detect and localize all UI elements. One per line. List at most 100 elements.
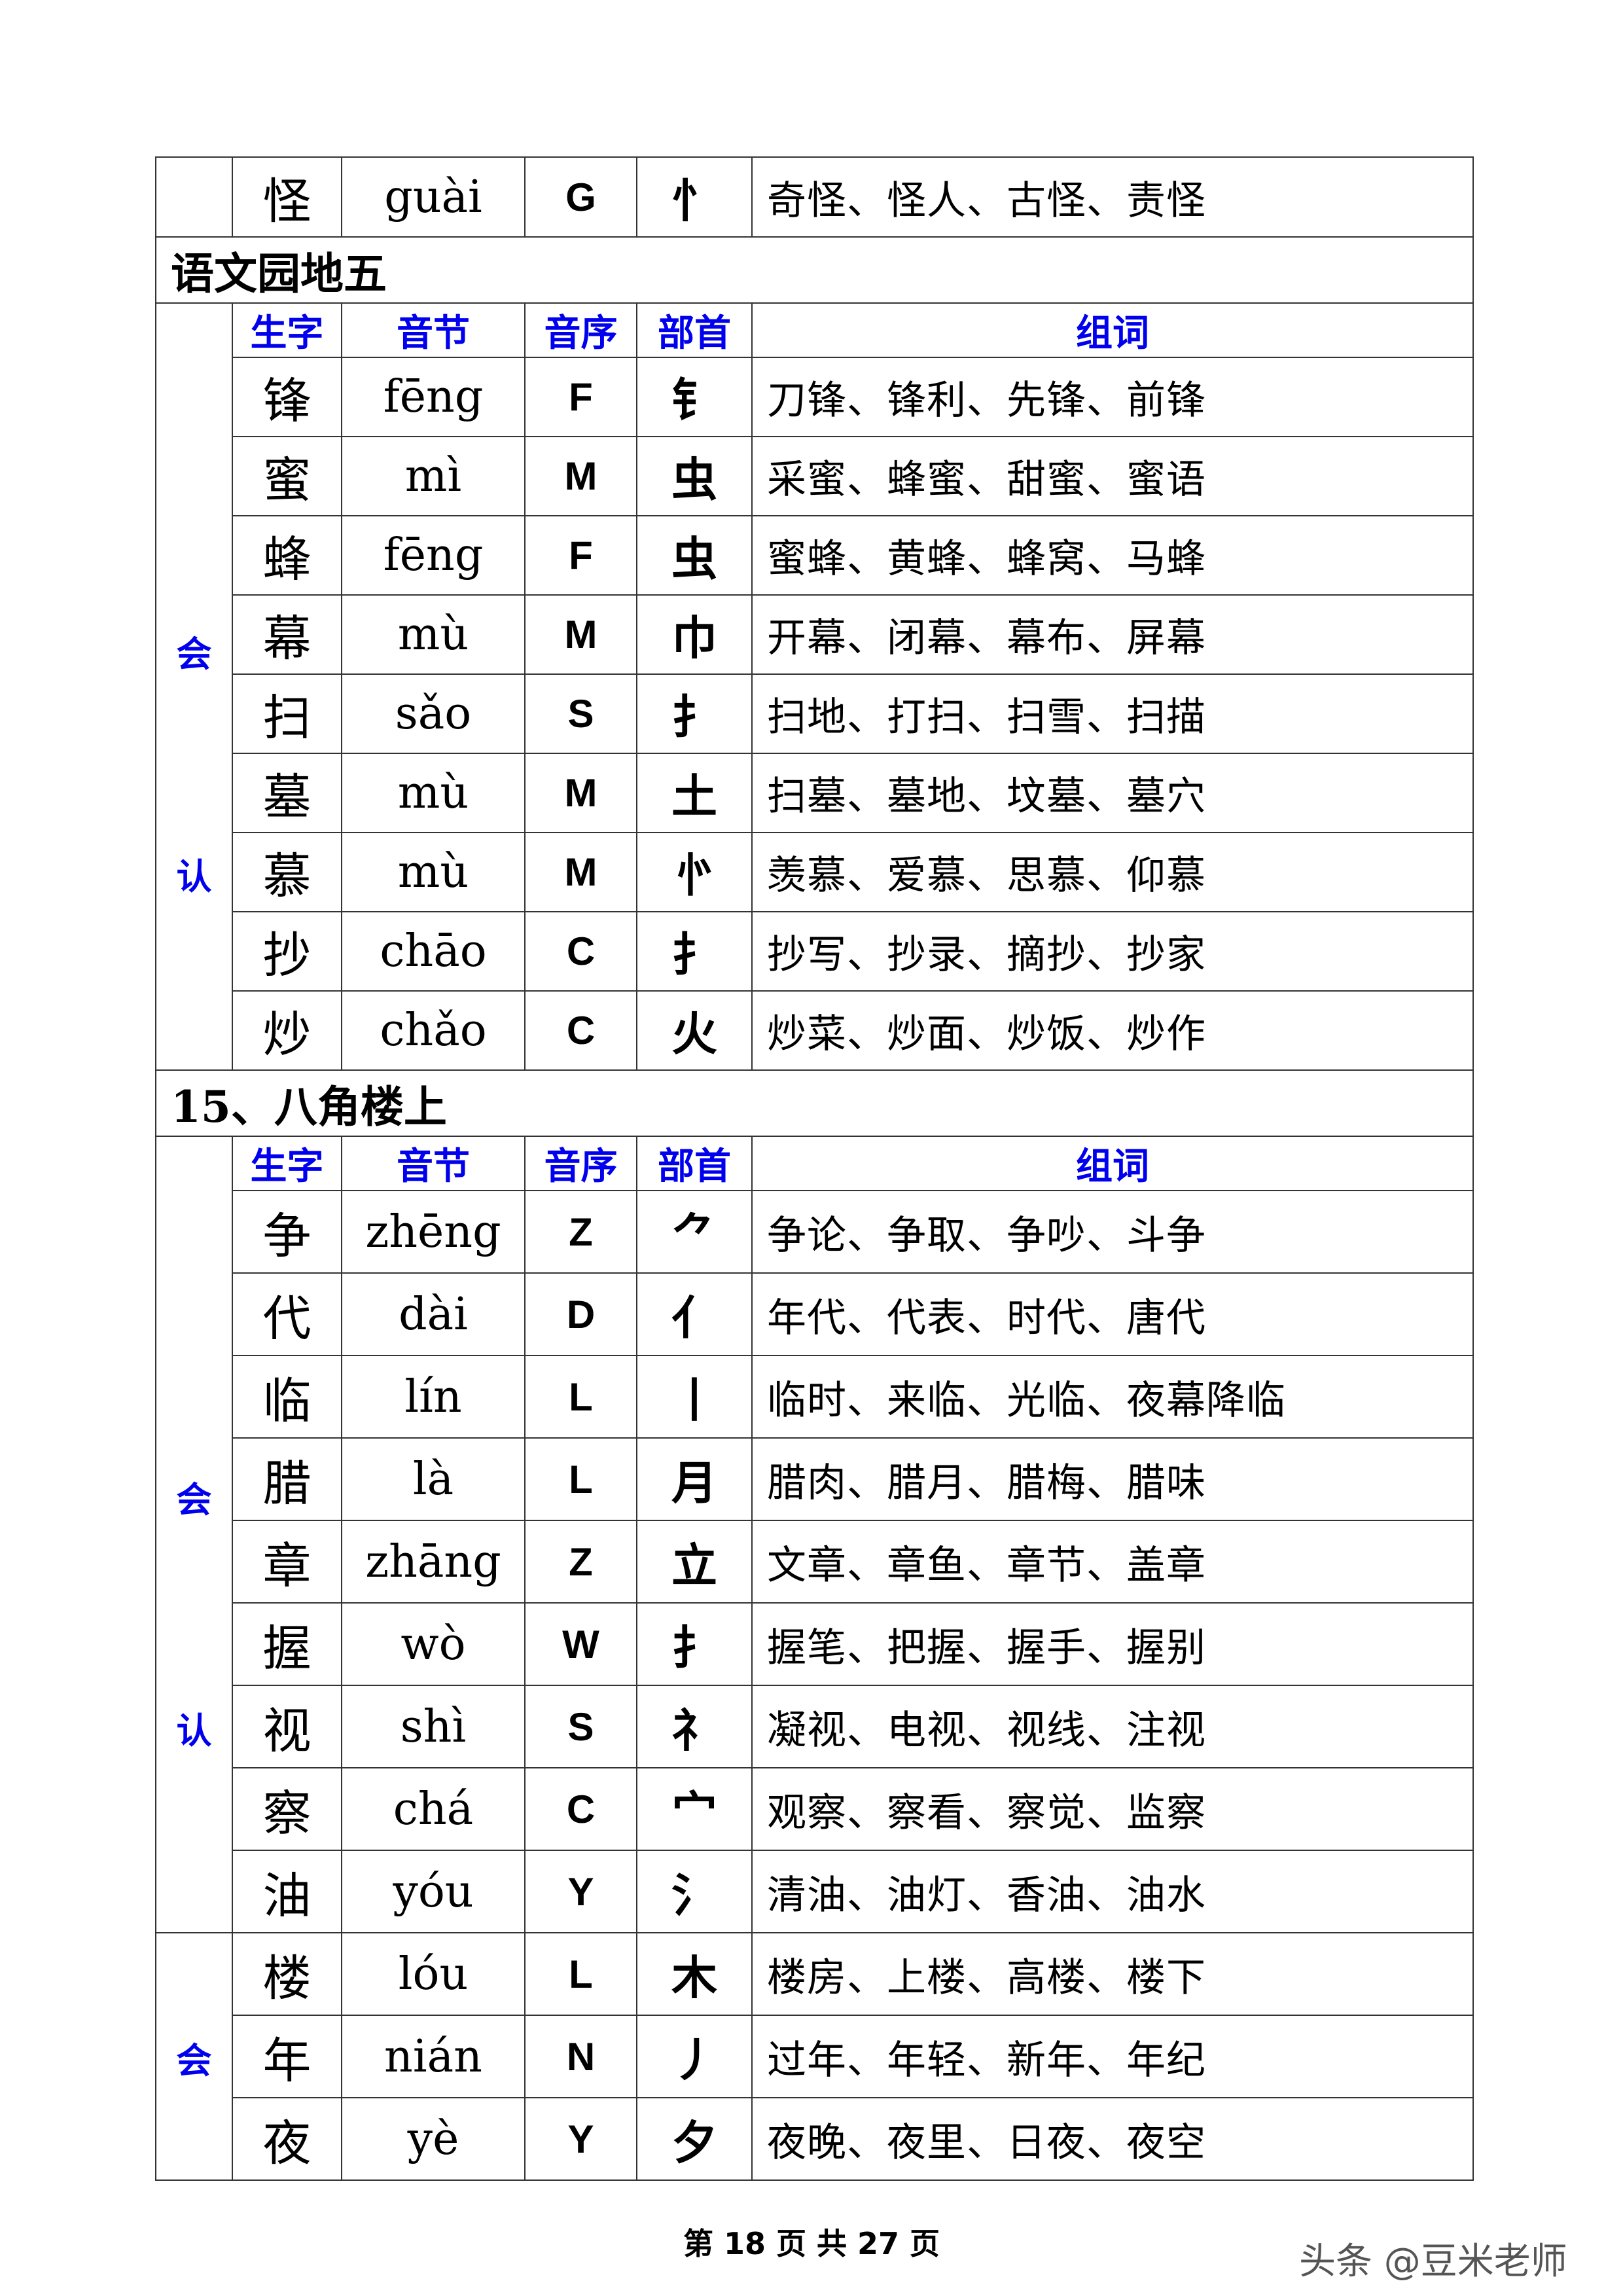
- table-row: 墓 mù M 土扫墓、墓地、坟墓、墓穴: [156, 753, 1474, 833]
- words-cell: 文章、章鱼、章节、盖章: [751, 1520, 1474, 1604]
- pinyin-cell: dài: [341, 1272, 526, 1356]
- header-row: 会认生字 音节 音序 部首 组词: [155, 1136, 1474, 1933]
- header-words: 组词: [751, 302, 1474, 358]
- table-row: 争 zhēng Z ⺈争论、争取、争吵、斗争: [156, 1190, 1474, 1274]
- char-cell: 墓: [232, 753, 342, 833]
- table-row: 蜜 mì M 虫采蜜、蜂蜜、甜蜜、蜜语: [156, 436, 1474, 516]
- words-cell: 清油、油灯、香油、油水: [751, 1850, 1474, 1933]
- pinyin-cell: lín: [341, 1355, 526, 1439]
- char-cell: 夜: [232, 2097, 342, 2181]
- words-cell: 抄写、抄录、摘抄、抄家: [751, 911, 1474, 992]
- radical-cell: 虫: [636, 515, 753, 596]
- table-row: 幕 mù M 巾开幕、闭幕、幕布、屏幕: [156, 594, 1474, 675]
- char-cell: 腊: [232, 1437, 342, 1521]
- header-order: 音序: [524, 1136, 637, 1191]
- table-row: 怪 guài G 忄 奇怪、怪人、古怪、责怪: [155, 156, 1474, 238]
- table-row: 腊 là L 月腊肉、腊月、腊梅、腊味: [156, 1437, 1474, 1521]
- char-cell: 幕: [232, 594, 342, 675]
- radical-cell: 扌: [636, 673, 753, 754]
- words-cell: 刀锋、锋利、先锋、前锋: [751, 357, 1474, 437]
- label-cell: [155, 156, 233, 238]
- char-cell: 代: [232, 1272, 342, 1356]
- radical-cell: 丨: [636, 1355, 753, 1439]
- char-cell: 视: [232, 1685, 342, 1768]
- words-cell: 奇怪、怪人、古怪、责怪: [751, 156, 1474, 238]
- char-cell: 锋: [232, 357, 342, 437]
- section-row: 15、八角楼上: [155, 1069, 1474, 1137]
- char-cell: 争: [232, 1190, 342, 1274]
- words-cell: 采蜜、蜂蜜、甜蜜、蜜语: [751, 436, 1474, 516]
- char-cell: 扫: [232, 673, 342, 754]
- radical-cell: 夕: [636, 2097, 753, 2181]
- char-cell: 蜜: [232, 436, 342, 516]
- section-title: 语文园地五: [155, 236, 1474, 304]
- order-cell: Z: [524, 1190, 637, 1274]
- order-cell: F: [524, 357, 637, 437]
- page-number: 第 18 页 共 27 页: [683, 2226, 940, 2261]
- pinyin-cell: chǎo: [341, 990, 526, 1071]
- order-cell: M: [524, 753, 637, 833]
- radical-cell: ⺈: [636, 1190, 753, 1274]
- watermark: 头条 @豆米老师: [1299, 2240, 1567, 2283]
- words-cell: 羡慕、爱慕、思慕、仰慕: [751, 832, 1474, 912]
- header-pinyin: 音节: [341, 1136, 526, 1191]
- level-label-cell: 会认: [155, 302, 233, 1071]
- pinyin-cell: guài: [341, 156, 526, 238]
- table-row: 慕 mù M 㣺羡慕、爱慕、思慕、仰慕: [156, 832, 1474, 912]
- words-cell: 争论、争取、争吵、斗争: [751, 1190, 1474, 1274]
- header-radical: 部首: [636, 1136, 753, 1191]
- pinyin-cell: zhēng: [341, 1190, 526, 1274]
- order-cell: M: [524, 594, 637, 675]
- pinyin-cell: mì: [341, 436, 526, 516]
- pinyin-cell: yóu: [341, 1850, 526, 1933]
- radical-cell: 忄: [636, 156, 753, 238]
- radical-cell: 虫: [636, 436, 753, 516]
- pinyin-cell: fēng: [341, 357, 526, 437]
- table-row: 察 chá C 宀观察、察看、察觉、监察: [156, 1767, 1474, 1851]
- order-cell: Y: [524, 1850, 637, 1933]
- order-cell: F: [524, 515, 637, 596]
- words-cell: 观察、察看、察觉、监察: [751, 1767, 1474, 1851]
- words-cell: 腊肉、腊月、腊梅、腊味: [751, 1437, 1474, 1521]
- char-cell: 年: [232, 2015, 342, 2098]
- table-row: 握 wò W 扌握笔、把握、握手、握别: [156, 1602, 1474, 1686]
- pinyin-cell: sǎo: [341, 673, 526, 754]
- char-cell: 临: [232, 1355, 342, 1439]
- radical-cell: 丿: [636, 2015, 753, 2098]
- char-cell: 章: [232, 1520, 342, 1604]
- words-cell: 扫墓、墓地、坟墓、墓穴: [751, 753, 1474, 833]
- pinyin-cell: lóu: [341, 1932, 526, 2016]
- order-cell: L: [524, 1932, 637, 2016]
- order-cell: C: [524, 911, 637, 992]
- order-cell: N: [524, 2015, 637, 2098]
- header-radical: 部首: [636, 302, 753, 358]
- char-cell: 炒: [232, 990, 342, 1071]
- table-row: 临 lín L 丨临时、来临、光临、夜幕降临: [156, 1355, 1474, 1439]
- radical-cell: 月: [636, 1437, 753, 1521]
- order-cell: L: [524, 1437, 637, 1521]
- pinyin-cell: là: [341, 1437, 526, 1521]
- radical-cell: 土: [636, 753, 753, 833]
- level-label: 会: [176, 2039, 212, 2082]
- radical-cell: 宀: [636, 1767, 753, 1851]
- order-cell: W: [524, 1602, 637, 1686]
- radical-cell: 亻: [636, 1272, 753, 1356]
- section-row: 语文园地五: [155, 236, 1474, 304]
- order-cell: S: [524, 1685, 637, 1768]
- header-words: 组词: [751, 1136, 1474, 1191]
- order-cell: L: [524, 1355, 637, 1439]
- words-cell: 蜜蜂、黄蜂、蜂窝、马蜂: [751, 515, 1474, 596]
- table-row: 年 nián N 丿过年、年轻、新年、年纪: [156, 2015, 1474, 2098]
- header-row: 会认生字 音节 音序 部首 组词: [155, 302, 1474, 1071]
- radical-cell: 立: [636, 1520, 753, 1604]
- table-row: 炒 chǎo C 火炒菜、炒面、炒饭、炒作: [156, 990, 1474, 1071]
- char-cell: 怪: [232, 156, 342, 238]
- pinyin-cell: mù: [341, 832, 526, 912]
- order-cell: M: [524, 832, 637, 912]
- header-order: 音序: [524, 302, 637, 358]
- char-cell: 慕: [232, 832, 342, 912]
- order-cell: M: [524, 436, 637, 516]
- table-row: 夜 yè Y 夕夜晚、夜里、日夜、夜空: [156, 2097, 1474, 2181]
- char-cell: 察: [232, 1767, 342, 1851]
- vocabulary-table: 怪 guài G 忄 奇怪、怪人、古怪、责怪 语文园地五会认生字 音节 音序 部首 组词…: [155, 156, 1474, 2181]
